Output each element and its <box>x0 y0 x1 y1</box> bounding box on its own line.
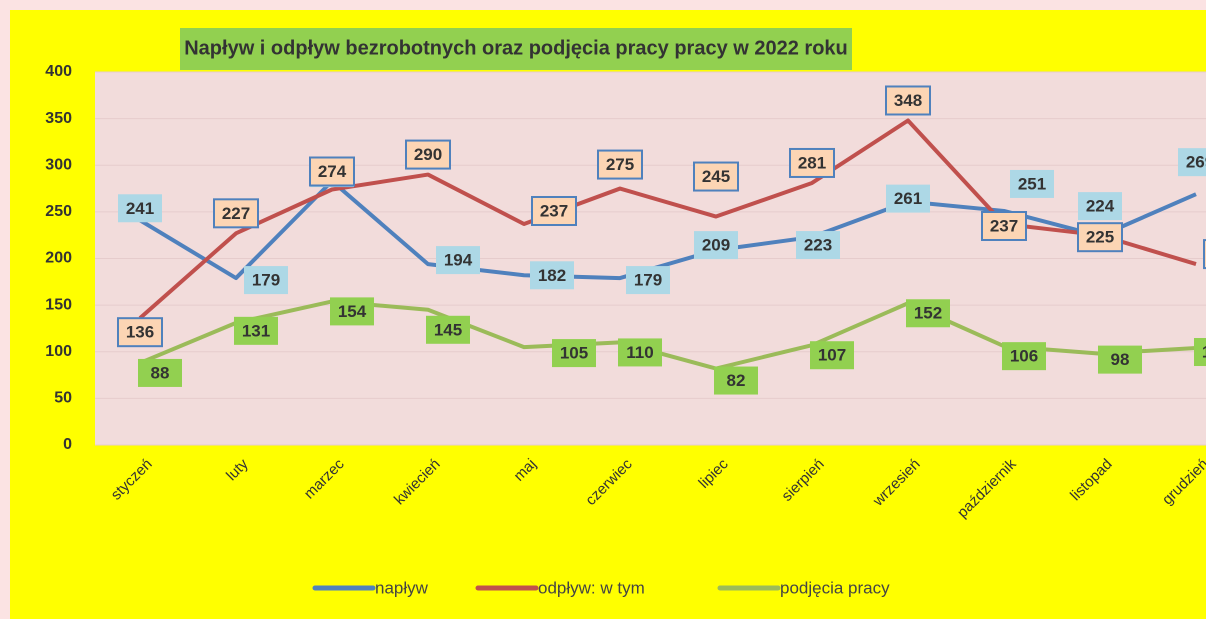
y-tick-label: 150 <box>45 296 72 313</box>
data-label-box <box>436 246 480 275</box>
data-label-box <box>1178 148 1206 177</box>
data-label: 245 <box>702 167 730 186</box>
data-label: 348 <box>894 91 922 110</box>
data-label: 274 <box>318 162 347 181</box>
data-label: 136 <box>126 323 154 342</box>
data-label-box <box>597 149 643 180</box>
data-label: 154 <box>338 302 367 321</box>
data-label-box <box>1002 342 1046 371</box>
data-label-box <box>117 317 163 348</box>
data-label-box <box>531 195 577 226</box>
data-label-box <box>626 266 670 295</box>
data-label-box <box>552 339 596 368</box>
data-label-box <box>1194 338 1206 367</box>
data-label: 131 <box>242 321 270 340</box>
data-label-box <box>618 338 662 367</box>
title-box <box>180 28 852 70</box>
data-label-box <box>1078 192 1122 221</box>
legend-label: podjęcia pracy <box>780 578 890 597</box>
data-label-box <box>138 358 182 387</box>
data-label-box <box>118 194 162 223</box>
data-label-box <box>244 266 288 295</box>
y-tick-label: 350 <box>45 110 72 127</box>
data-label-box <box>426 315 470 344</box>
data-label: 209 <box>702 236 730 255</box>
data-label: 194 <box>444 251 473 270</box>
data-label: 225 <box>1086 228 1114 247</box>
data-label-box <box>213 198 259 229</box>
data-label: 237 <box>540 201 568 220</box>
data-label: 110 <box>626 343 653 362</box>
data-label-box <box>810 341 854 370</box>
data-label: 290 <box>414 145 442 164</box>
data-label: 269 <box>1186 153 1206 172</box>
data-label-box <box>906 299 950 328</box>
data-label-box <box>530 261 574 290</box>
data-label: 105 <box>560 344 588 363</box>
data-label: 152 <box>914 304 942 323</box>
data-label: 223 <box>804 236 832 255</box>
y-tick-label: 0 <box>63 436 72 453</box>
legend-label: odpływ: w tym <box>538 578 645 597</box>
data-label-box <box>693 161 739 192</box>
y-tick-label: 300 <box>45 156 72 173</box>
data-label: 88 <box>151 363 170 382</box>
data-label-box <box>796 231 840 260</box>
data-label: 107 <box>818 346 846 365</box>
data-label-box <box>1203 239 1206 270</box>
data-label-box <box>981 210 1027 241</box>
data-label: 261 <box>894 189 922 208</box>
data-label-box <box>405 139 451 170</box>
data-label: 104 <box>1202 343 1206 362</box>
data-label: 241 <box>126 199 154 218</box>
data-label: 237 <box>990 216 1018 235</box>
data-label: 182 <box>538 266 566 285</box>
data-label-box <box>1077 222 1123 253</box>
y-tick-label: 200 <box>45 250 72 267</box>
data-label-box <box>234 316 278 345</box>
data-label-box <box>330 297 374 326</box>
data-label-box <box>714 366 758 395</box>
data-label: 179 <box>252 271 280 290</box>
data-label-box <box>309 156 355 187</box>
data-label: 179 <box>634 271 662 290</box>
data-label-box <box>886 184 930 213</box>
y-tick-label: 250 <box>45 203 72 220</box>
y-tick-label: 400 <box>45 63 72 80</box>
data-label: 227 <box>222 204 250 223</box>
y-tick-label: 100 <box>45 343 72 360</box>
data-label: 224 <box>1086 197 1115 216</box>
data-label: 251 <box>1018 174 1046 193</box>
data-label: 82 <box>727 371 746 390</box>
data-label-box <box>885 85 931 116</box>
data-label: 145 <box>434 320 462 339</box>
data-label: 281 <box>798 153 826 172</box>
data-label: 106 <box>1010 347 1038 366</box>
chart-title: Napływ i odpływ bezrobotnych oraz podjęc… <box>184 37 848 59</box>
data-label-box <box>1098 345 1142 374</box>
y-tick-label: 50 <box>54 390 72 407</box>
data-label-box <box>1010 169 1054 198</box>
data-label-box <box>789 147 835 178</box>
legend-label: napływ <box>375 578 429 597</box>
data-label: 275 <box>606 155 634 174</box>
data-label-box <box>694 231 738 260</box>
data-label: 98 <box>1111 350 1130 369</box>
